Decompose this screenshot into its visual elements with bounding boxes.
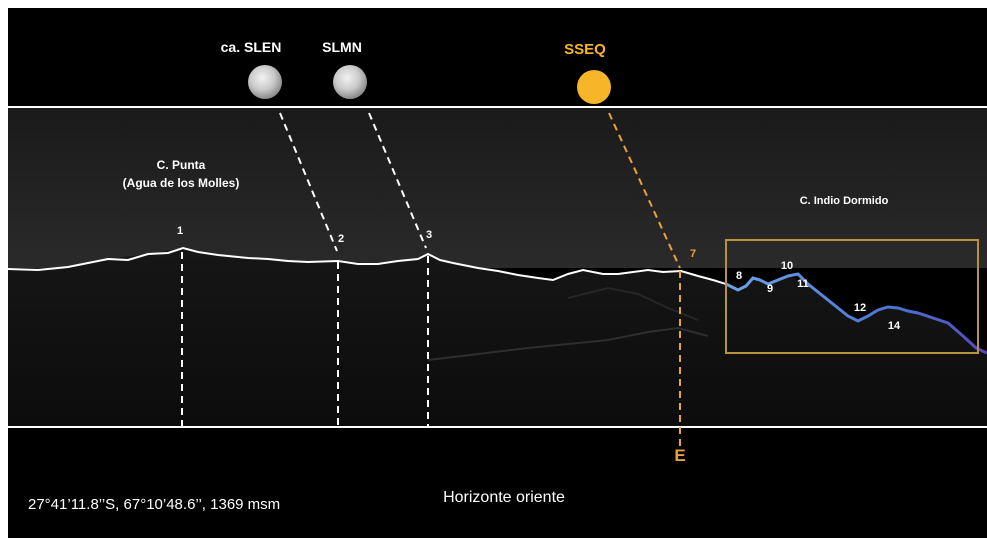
slen-label: ca. SLEN: [221, 39, 282, 55]
marker-label: 12: [854, 302, 866, 314]
place-label-punta: C. Punta: [157, 158, 206, 172]
direction-label: E: [674, 446, 685, 465]
marker-label: 1: [177, 225, 183, 237]
horizon-line: [8, 246, 739, 291]
sseq-azimuth-line: [608, 112, 681, 269]
marker-label: 11: [797, 278, 809, 290]
slmn-azimuth-line: [368, 112, 427, 249]
sseq-label: SSEQ: [564, 41, 606, 58]
slen-azimuth-line: [279, 112, 338, 252]
horizon-diagram: ca. SLEN SLMN SSEQ C. Punta (Agua de los…: [8, 39, 987, 513]
figure-caption: Horizonte oriente: [443, 489, 565, 506]
indio-box: [725, 239, 979, 354]
marker-label: 3: [426, 229, 432, 241]
horizon-line-indio: [725, 272, 987, 355]
slmn-label: SLMN: [322, 39, 362, 55]
marker-label: 2: [338, 233, 344, 245]
marker-label: 14: [888, 320, 901, 332]
ridge-texture-2: [567, 286, 699, 321]
marker-label: 8: [736, 270, 742, 282]
horizon-figure: ca. SLEN SLMN SSEQ C. Punta (Agua de los…: [8, 8, 987, 538]
sky-band: [8, 108, 987, 268]
place-label-punta-sub: (Agua de los Molles): [123, 176, 240, 190]
moon-icon: [248, 65, 282, 99]
place-label-indio: C. Indio Dormido: [800, 195, 889, 207]
marker-label: 7: [690, 248, 696, 260]
moon-icon: [333, 65, 367, 99]
marker-label: 10: [781, 260, 793, 272]
ground-band: [8, 248, 987, 426]
coordinates-text: 27°41’11.8’’S, 67°10’48.6’’, 1369 msm: [28, 496, 280, 513]
marker-label: 9: [767, 283, 773, 295]
ridge-texture: [427, 326, 709, 361]
sun-icon: [577, 70, 611, 104]
